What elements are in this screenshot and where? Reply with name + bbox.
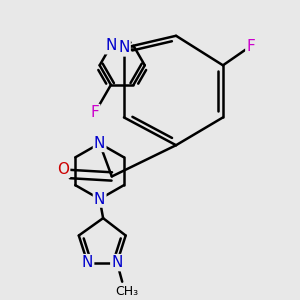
Text: N: N (82, 255, 93, 270)
Text: N: N (118, 40, 130, 56)
Text: N: N (105, 38, 117, 53)
Text: N: N (94, 191, 105, 206)
Text: N: N (94, 136, 105, 151)
Text: N: N (111, 255, 123, 270)
Text: CH₃: CH₃ (115, 285, 138, 298)
Text: O: O (57, 162, 69, 177)
Text: F: F (91, 105, 99, 120)
Text: F: F (246, 39, 255, 54)
